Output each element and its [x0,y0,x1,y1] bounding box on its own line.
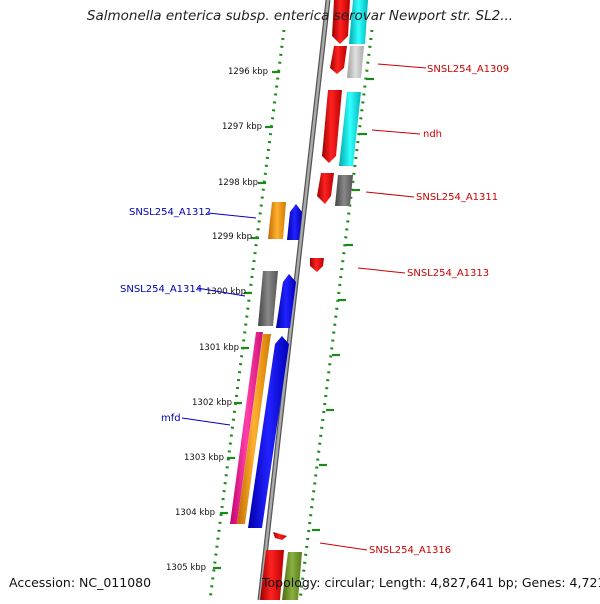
scale-label: 1303 kbp [184,453,224,463]
reverse-strand-genes [230,202,302,528]
gene-a1308-red[interactable] [332,0,350,44]
scale-label: 1299 kbp [212,232,252,242]
gene-label-a1311[interactable]: SNSL254_A1311 [416,192,498,203]
scale-label: 1296 kbp [228,67,268,77]
gene-label-a1312[interactable]: SNSL254_A1312 [129,207,211,218]
map-title: Salmonella enterica subsp. enterica sero… [86,8,514,24]
scale-label: 1297 kbp [222,122,262,132]
gene-label-mfd[interactable]: mfd [161,413,181,424]
genome-summary-text: Topology: circular; Length: 4,827,641 bp… [262,575,600,590]
forward-strand-genes [260,0,368,600]
gene-a1308-cyan[interactable] [349,0,368,44]
accession-text: Accession: NC_011080 [9,575,152,590]
scale-major-ticks [213,70,280,570]
gene-label-ndh[interactable]: ndh [423,129,442,140]
gene-a1311-gray[interactable] [335,175,353,206]
gene-a1317-red[interactable] [260,550,284,600]
gene-labels: SNSL254_A1309 ndh SNSL254_A1311 SNSL254_… [120,64,509,556]
scale-label: 1300 kbp [206,287,246,297]
scale-label: 1301 kbp [199,343,239,353]
gene-a1309-lightgray[interactable] [347,46,364,78]
gene-ndh-cyan[interactable] [339,92,361,166]
gene-a1312-orange[interactable] [268,202,286,239]
scale-label: 1298 kbp [218,178,258,188]
gene-a1312-blue[interactable] [287,204,302,240]
scale-label: 1304 kbp [175,508,215,518]
gene-mfd-orange[interactable] [237,334,271,524]
gene-label-a1314[interactable]: SNSL254_A1314 [120,284,202,295]
gene-a1317-olive[interactable] [282,552,302,600]
label-leader-lines [181,63,427,551]
gene-label-a1313[interactable]: SNSL254_A1313 [407,268,489,279]
gene-mfd-blue[interactable] [248,336,289,528]
gene-a1311-red[interactable] [317,173,334,204]
gene-a1314-gray[interactable] [258,271,278,326]
outer-major-ticks [312,77,374,532]
gene-a1313-red[interactable] [310,258,324,272]
gene-mfd-magenta[interactable] [230,332,263,524]
gene-label-a1309[interactable]: SNSL254_A1309 [427,64,509,75]
gene-a1309-red[interactable] [330,46,347,74]
gene-ndh-red[interactable] [322,90,342,163]
gene-a1314-blue[interactable] [276,274,296,328]
gene-a1316-red[interactable] [273,532,287,540]
scale-label: 1305 kbp [166,563,206,573]
genome-backbone [257,0,331,601]
gene-label-a1316[interactable]: SNSL254_A1316 [369,545,451,556]
scale-labels: 1296 kbp 1297 kbp 1298 kbp 1299 kbp 1300… [166,67,268,573]
scale-label: 1302 kbp [192,398,232,408]
